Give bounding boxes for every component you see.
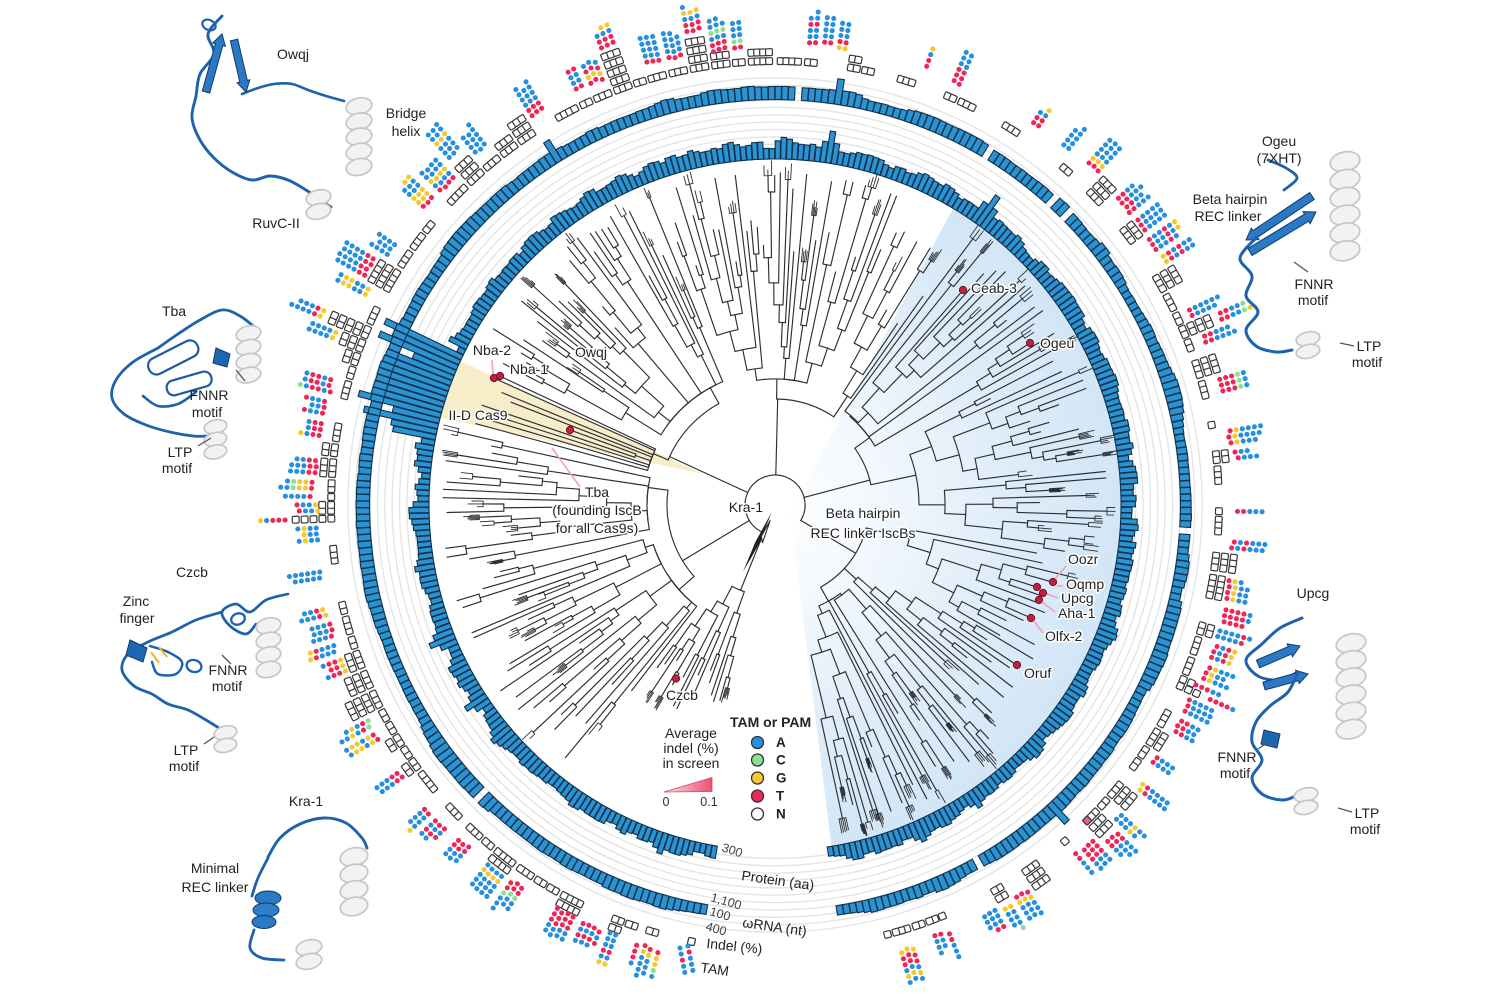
svg-text:Ogeu: Ogeu	[1040, 335, 1074, 351]
svg-text:A: A	[776, 735, 786, 750]
svg-text:Ceab-3: Ceab-3	[971, 280, 1017, 296]
svg-text:(founding IscB: (founding IscB	[552, 502, 642, 518]
svg-text:helix: helix	[392, 123, 421, 139]
svg-text:LTP: LTP	[1357, 338, 1382, 354]
svg-text:C: C	[776, 753, 786, 768]
svg-text:Indel (%): Indel (%)	[706, 935, 763, 957]
svg-text:Upcg: Upcg	[1297, 585, 1330, 601]
svg-text:Owqj: Owqj	[277, 46, 309, 62]
svg-text:RuvC-II: RuvC-II	[252, 215, 299, 231]
svg-text:for all Cas9s): for all Cas9s)	[556, 520, 638, 536]
svg-text:Kra-1: Kra-1	[289, 793, 323, 809]
svg-text:Oruf: Oruf	[1024, 665, 1051, 681]
svg-text:II-D Cas9: II-D Cas9	[448, 407, 507, 423]
svg-text:motif: motif	[192, 404, 222, 420]
svg-text:Oqmp: Oqmp	[1066, 576, 1104, 592]
svg-text:FNNR: FNNR	[1295, 276, 1334, 292]
svg-text:Bridge: Bridge	[386, 105, 427, 121]
svg-text:Nba-1: Nba-1	[510, 361, 548, 377]
svg-text:in screen: in screen	[663, 755, 720, 771]
svg-text:REC linker IscBs: REC linker IscBs	[810, 525, 915, 541]
svg-text:Upcg: Upcg	[1061, 590, 1094, 606]
svg-text:0: 0	[663, 795, 670, 809]
svg-text:Kra-1: Kra-1	[729, 499, 763, 515]
svg-text:Czcb: Czcb	[666, 687, 698, 703]
svg-text:400: 400	[704, 919, 728, 938]
svg-text:motif: motif	[162, 460, 192, 476]
svg-text:100: 100	[708, 904, 732, 923]
svg-text:Aha-1: Aha-1	[1058, 605, 1096, 621]
svg-text:Olfx-2: Olfx-2	[1045, 628, 1083, 644]
svg-text:REC linker: REC linker	[182, 879, 249, 895]
svg-text:motif: motif	[1298, 292, 1328, 308]
svg-text:finger: finger	[119, 610, 154, 626]
svg-text:G: G	[776, 771, 787, 786]
svg-text:FNNR: FNNR	[1218, 749, 1257, 765]
svg-text:Beta hairpin: Beta hairpin	[1193, 191, 1268, 207]
svg-text:Zinc: Zinc	[123, 593, 149, 609]
svg-text:T: T	[776, 789, 785, 804]
svg-text:Czcb: Czcb	[176, 564, 208, 580]
svg-text:motif: motif	[212, 678, 242, 694]
svg-text:Tba: Tba	[585, 484, 609, 500]
svg-text:TAM: TAM	[700, 959, 730, 979]
svg-text:Nba-2: Nba-2	[473, 342, 511, 358]
svg-text:motif: motif	[1350, 821, 1380, 837]
svg-text:indel (%): indel (%)	[663, 740, 718, 756]
svg-text:300: 300	[720, 841, 744, 861]
svg-text:Minimal: Minimal	[191, 860, 239, 876]
svg-text:LTP: LTP	[168, 444, 193, 460]
svg-text:0.1: 0.1	[700, 795, 717, 809]
svg-text:(7XHT): (7XHT)	[1256, 150, 1301, 166]
svg-text:Ogeu: Ogeu	[1262, 133, 1296, 149]
svg-text:Average: Average	[665, 725, 717, 741]
svg-text:LTP: LTP	[174, 742, 199, 758]
svg-text:N: N	[776, 807, 786, 822]
svg-text:TAM or PAM: TAM or PAM	[730, 714, 811, 730]
svg-text:FNNR: FNNR	[190, 387, 229, 403]
svg-text:REC linker: REC linker	[1195, 208, 1262, 224]
svg-text:Owqj: Owqj	[575, 344, 607, 360]
svg-text:motif: motif	[169, 758, 199, 774]
svg-text:Tba: Tba	[162, 303, 186, 319]
svg-text:Beta hairpin: Beta hairpin	[826, 505, 901, 521]
svg-text:Oozr: Oozr	[1068, 551, 1099, 567]
svg-text:FNNR: FNNR	[209, 662, 248, 678]
svg-text:LTP: LTP	[1355, 805, 1380, 821]
svg-text:motif: motif	[1220, 765, 1250, 781]
svg-text:motif: motif	[1352, 354, 1382, 370]
